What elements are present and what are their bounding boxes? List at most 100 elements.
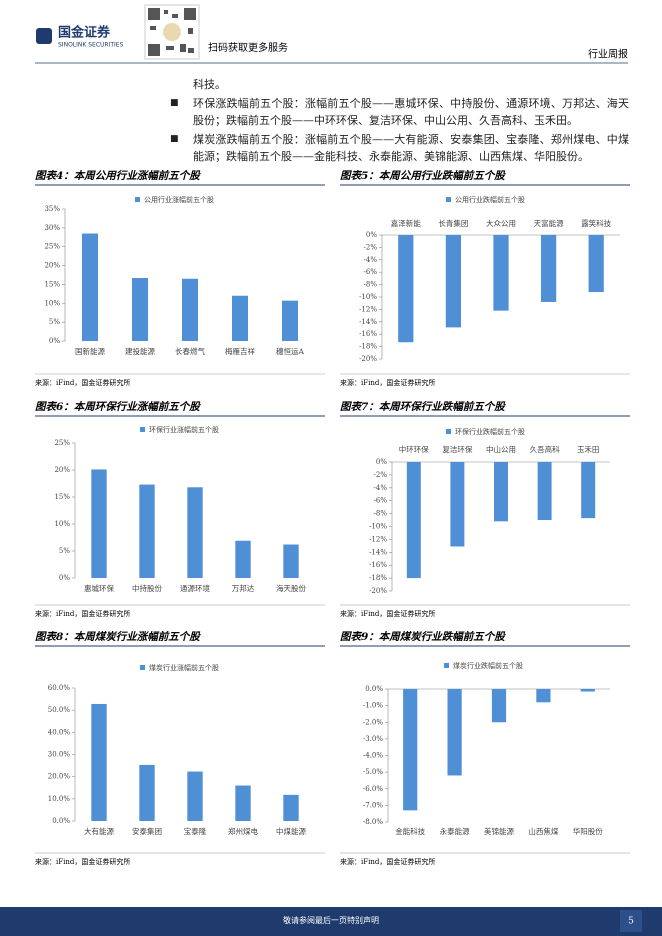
x-tick-label: 大众公用 [486,218,516,228]
legend-label: 环保行业跌幅前五个股 [455,427,525,436]
x-tick-label: 中持股份 [132,583,162,593]
y-tick-label: -10% [359,293,377,301]
y-tick-label: -8.0% [363,818,383,826]
y-tick-label: -4% [364,256,378,264]
legend-label: 环保行业涨幅前五个股 [149,425,219,434]
legend-swatch [140,427,145,432]
y-tick-label: -20% [359,355,377,363]
y-tick-label: 30.0% [48,751,71,759]
bar [187,771,203,821]
x-tick-label: 复洁环保 [442,444,472,454]
x-tick-label: 穗恒运A [276,346,304,356]
bar [588,235,604,293]
y-tick-label: 50.0% [48,706,71,714]
chart-title: 图表7：本周环保行业跌幅前五个股 [340,400,506,413]
legend-swatch [140,665,145,670]
y-tick-label: -12% [369,535,387,543]
y-tick-label: 5% [59,547,70,555]
y-tick-label: 5% [49,318,60,326]
y-tick-label: 0% [366,231,377,239]
bar [491,689,507,723]
bar [398,235,414,343]
source: 来源：iFind，国金证券研究所 [340,378,435,387]
y-tick-label: -4.0% [363,752,383,760]
x-tick-label: 国新能源 [75,346,105,356]
bar [232,295,248,341]
bullet: ■ [170,98,179,108]
bar [235,785,251,821]
y-tick-label: -7.0% [363,801,383,809]
footer-disclaimer: 敬请参阅最后一页特别声明 [283,915,379,925]
y-tick-label: -2% [364,243,378,251]
y-tick-label: -20% [369,587,387,595]
x-tick-label: 长青集团 [438,218,468,228]
bar [82,233,98,341]
source: 来源：iFind，国金证券研究所 [340,609,435,618]
bullet: ■ [170,134,179,144]
bar [187,487,203,578]
footer-bar [0,907,662,936]
legend-swatch [444,663,449,668]
y-tick-label: -12% [359,305,377,313]
bar [540,235,557,302]
bar [537,462,552,521]
y-tick-label: 0% [376,458,387,466]
y-tick-label: 30% [44,224,60,232]
x-tick-label: 山西焦煤 [528,826,558,836]
legend-label: 煤炭行业跌幅前五个股 [453,661,523,670]
logo: 国金证券 [58,25,111,41]
page-number: 5 [628,917,634,927]
x-tick-label: 通源环境 [180,583,210,593]
bar [406,462,421,579]
y-tick-label: 10% [44,299,60,307]
y-tick-label: -16% [369,561,387,569]
x-tick-label: 天富能源 [534,218,564,228]
y-tick-label: -5.0% [363,768,383,776]
y-tick-label: 0% [49,337,60,345]
y-tick-label: -16% [359,330,377,338]
y-tick-label: 20% [54,466,70,474]
chart-title: 图表5：本周公用行业跌幅前五个股 [340,169,506,182]
y-tick-label: -14% [369,548,387,556]
x-tick-label: 大有能源 [84,826,114,836]
y-tick-label: 15% [44,280,60,288]
legend-label: 公用行业跌幅前五个股 [455,195,525,204]
y-tick-label: 0.0% [365,685,383,693]
x-tick-label: 郑州煤电 [228,826,258,836]
bar [132,278,148,341]
y-tick-label: 0% [59,574,70,582]
bar [493,235,509,311]
y-tick-label: -18% [359,343,377,351]
bar [581,462,596,519]
x-tick-label: 万邦达 [232,583,255,593]
bar [283,544,299,578]
x-tick-label: 嘉泽新能 [391,218,421,228]
y-tick-label: -4% [374,484,388,492]
bar [403,689,418,811]
y-tick-label: -18% [369,574,387,582]
y-tick-label: -2% [374,471,388,479]
x-tick-label: 金能科技 [395,826,425,836]
x-tick-label: 建投能源 [125,346,155,356]
bar [445,235,462,328]
x-tick-label: 玉禾田 [577,445,600,454]
bar [536,689,551,703]
y-tick-label: 0.0% [52,817,70,825]
y-tick-label: -3.0% [363,735,383,743]
x-tick-label: 美锦能源 [484,826,514,836]
x-tick-label: 长春燃气 [175,346,205,356]
chart-title: 图表8：本周煤炭行业涨幅前五个股 [35,630,201,643]
x-tick-label: 久吾高科 [530,444,560,454]
x-tick-label: 永泰能源 [440,826,470,836]
x-tick-label: 中环环保 [399,444,429,454]
legend-swatch [135,197,140,202]
legend-label: 煤炭行业涨幅前五个股 [149,663,219,672]
y-tick-label: -6% [374,497,388,505]
y-tick-label: 10% [54,520,70,528]
legend-swatch [446,429,451,434]
logo-mark [36,28,52,44]
chart-title: 图表6：本周环保行业涨幅前五个股 [35,400,201,413]
y-tick-label: 10.0% [48,795,71,803]
x-tick-label: 安泰集团 [132,826,162,836]
